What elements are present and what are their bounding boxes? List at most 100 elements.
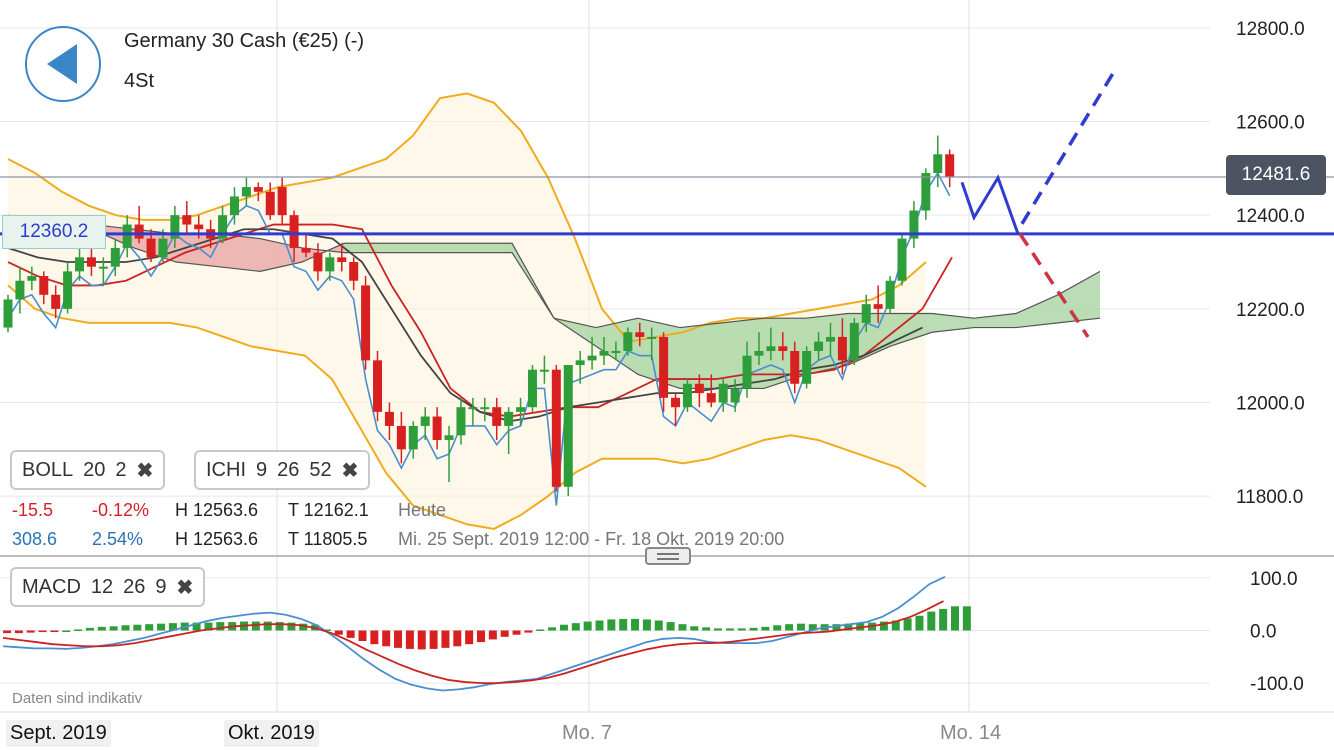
macd-histogram-bar [157, 623, 166, 631]
cloud-segment [218, 233, 260, 272]
candle-body [325, 257, 335, 272]
candle-body [301, 247, 311, 253]
candle-body [945, 154, 955, 177]
candle-body [277, 187, 287, 216]
macd-histogram-bar [725, 628, 734, 631]
macd-histogram-bar [216, 622, 225, 631]
macd-histogram-bar [939, 608, 948, 631]
candle-body [444, 435, 454, 440]
candle-body [790, 350, 800, 384]
candle-body [313, 252, 323, 272]
macd-histogram-bar [808, 624, 817, 631]
macd-histogram-bar [844, 623, 853, 631]
ichi-indicator-chip[interactable]: ICHI 9 26 52 ✖ [194, 450, 371, 490]
macd-histogram-bar [571, 623, 580, 631]
macd-histogram-bar [465, 630, 474, 645]
candle-body [885, 280, 895, 309]
back-button[interactable] [25, 26, 101, 102]
macd-histogram-bar [62, 630, 71, 632]
today-low: T 12162.1 [288, 500, 369, 520]
range-change: 308.6 [12, 529, 58, 549]
candle-body [551, 369, 561, 487]
boll-indicator-chip[interactable]: BOLL 20 2 ✖ [10, 450, 166, 490]
macd-histogram-bar [619, 618, 628, 631]
cloud-segment [932, 313, 974, 333]
macd-histogram-bar [690, 626, 699, 631]
candle-body [241, 187, 251, 197]
ichi-close-icon[interactable]: ✖ [341, 459, 359, 482]
candle-body [75, 257, 85, 272]
macd-histogram-bar [548, 627, 557, 631]
boll-close-icon[interactable]: ✖ [136, 459, 154, 482]
candle-body [933, 154, 943, 174]
macd-histogram-bar [702, 627, 711, 631]
y-tick-label: 12600.0 [1236, 113, 1305, 134]
macd-histogram-bar [85, 627, 94, 631]
panel-resize-handle[interactable] [645, 547, 691, 565]
macd-histogram-bar [251, 621, 260, 631]
macd-y-tick-label: 0.0 [1250, 622, 1276, 643]
macd-y-tick-label: -100.0 [1250, 674, 1304, 695]
range-low: T 11805.5 [288, 529, 368, 549]
cloud-segment [1058, 271, 1100, 323]
projection-lines [0, 69, 1334, 338]
candle-body [218, 215, 228, 239]
candle-body [694, 383, 704, 394]
macd-histogram-bar [583, 621, 592, 631]
candle-body [539, 369, 549, 372]
candle-body [766, 346, 776, 351]
macd-histogram-bar [133, 624, 142, 631]
candle-body [51, 294, 61, 309]
candle-body [15, 280, 25, 300]
macd-histogram-bar [903, 618, 912, 631]
candle-body [671, 397, 681, 408]
bearish-projection [1018, 232, 1090, 338]
macd-histogram-bar [642, 619, 651, 631]
macd-histogram-bar [773, 625, 782, 631]
candle-body [265, 191, 275, 216]
candle-body [146, 238, 156, 258]
macd-histogram-bar [631, 618, 640, 631]
macd-histogram-bar [121, 625, 130, 631]
level-price-tag[interactable]: 12360.2 [2, 215, 106, 249]
macd-histogram-bar [607, 619, 616, 631]
candle-body [337, 257, 347, 263]
range-label: Mi. 25 Sept. 2019 12:00 - Fr. 18 Okt. 20… [398, 529, 785, 549]
y-tick-label: 12200.0 [1236, 300, 1305, 321]
candle-body [682, 383, 692, 408]
candle-body [110, 247, 120, 267]
instrument-title: Germany 30 Cash (€25) (-) [124, 30, 365, 52]
candle-body [778, 346, 788, 351]
candle-body [754, 350, 764, 356]
macd-histogram-bar [50, 630, 59, 632]
candles [3, 135, 955, 497]
today-change: -15.5 [12, 500, 54, 520]
candle-body [802, 350, 812, 384]
x-label-mo7: Mo. 7 [562, 722, 613, 744]
macd-histogram-bar [512, 630, 521, 635]
candle-body [492, 407, 502, 426]
candle-body [396, 425, 406, 450]
boll-p2: 2 [115, 458, 127, 481]
candle-body [599, 350, 609, 356]
cloud-segment [1016, 294, 1058, 328]
bollinger-lower-line [7, 284, 927, 530]
macd-p3: 9 [155, 575, 167, 598]
macd-histogram-bar [346, 630, 355, 638]
candle-body [837, 336, 847, 361]
macd-histogram-bar [334, 630, 343, 635]
candle-body [706, 393, 716, 403]
candle-body [468, 407, 478, 410]
projection-path [960, 174, 1020, 235]
candle-body [98, 266, 108, 269]
macd-close-icon[interactable]: ✖ [176, 576, 194, 599]
macd-indicator-chip[interactable]: MACD 12 26 9 ✖ [10, 567, 206, 607]
macd-histogram-bar [405, 630, 414, 649]
candle-body [623, 332, 633, 351]
candle-body [63, 271, 73, 309]
timeframe-label[interactable]: 4St [124, 70, 155, 92]
x-label-sept: Sept. 2019 [6, 720, 111, 747]
macd-histogram-bar [488, 630, 497, 640]
candle-body [432, 416, 442, 440]
